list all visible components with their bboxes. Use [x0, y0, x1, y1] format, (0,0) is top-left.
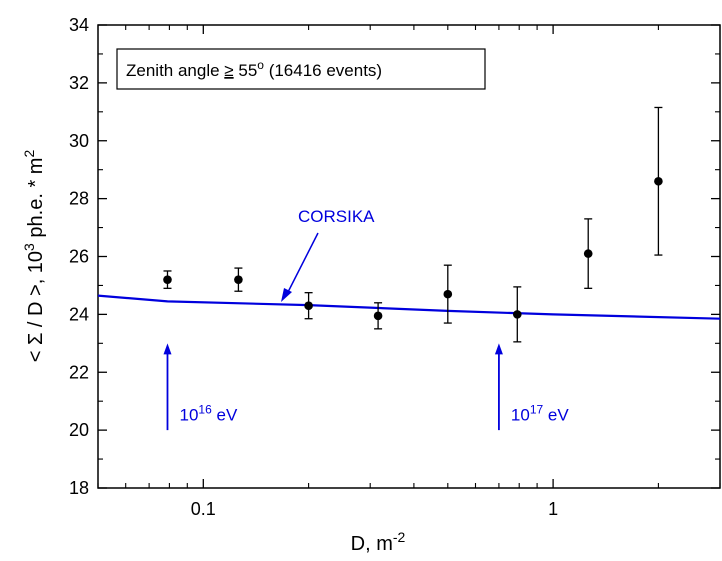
- x-axis-title-sup: -2: [393, 529, 406, 545]
- legend-text-post: (16416 events): [264, 61, 382, 80]
- y-tick-label: 26: [69, 247, 89, 267]
- data-point: [443, 289, 453, 299]
- y-axis-title-mid: ph.e. * m: [25, 158, 47, 244]
- y-tick-label: 28: [69, 189, 89, 209]
- legend-value: 55: [234, 61, 258, 80]
- x-axis-title: D, m-2: [351, 529, 406, 555]
- data-point: [373, 311, 383, 321]
- y-axis-title: < Σ / D >, 103 ph.e. * m2: [21, 150, 47, 363]
- energy-label: 1016 eV: [179, 403, 237, 425]
- plot-area: [97, 24, 721, 489]
- y-tick-label: 34: [69, 15, 89, 35]
- data-point: [583, 249, 593, 258]
- corsika-label: CORSIKA: [298, 207, 375, 226]
- legend-text-pre: Zenith angle: [126, 61, 224, 80]
- data-point: [304, 301, 313, 310]
- energy-markers: 1016 eV 1017 eV: [163, 343, 569, 431]
- data-point: [234, 275, 243, 284]
- y-tick-label: 20: [69, 420, 89, 440]
- y-axis-title-sup2: 2: [21, 150, 37, 158]
- corsika-pointer-line: [285, 232, 319, 297]
- x-axis-title-main: D, m: [351, 533, 393, 555]
- y-tick-labels: 18 20 22 24 26 28 30 32 34: [69, 15, 89, 498]
- energy-label: 1017 eV: [511, 403, 569, 425]
- legend-ge-symbol: ≥: [224, 61, 233, 80]
- y-tick-label: 32: [69, 73, 89, 93]
- energy-label-unit: eV: [543, 406, 569, 425]
- energy-label-unit: eV: [212, 406, 238, 425]
- energy-arrow-head: [163, 343, 172, 355]
- y-axis-title-pre: < Σ / D >, 10: [25, 251, 47, 362]
- data-point: [654, 176, 663, 186]
- y-tick-label: 24: [69, 304, 89, 324]
- energy-label-exponent: 16: [198, 403, 212, 417]
- legend-degree-sup: o: [257, 58, 264, 72]
- x-tick-label: 0.1: [191, 499, 216, 519]
- energy-label-base: 10: [179, 406, 198, 425]
- y-tick-label: 18: [69, 478, 89, 498]
- legend-text: Zenith angle ≥ 55o (16416 events): [126, 58, 382, 80]
- y-tick-label: 30: [69, 131, 89, 151]
- y-tick-label: 22: [69, 362, 89, 382]
- energy-label-exponent: 17: [530, 403, 544, 417]
- x-tick-label: 1: [548, 499, 558, 519]
- legend-box: [116, 48, 486, 90]
- corsika-pointer-arrowhead: [281, 288, 292, 302]
- x-tick-labels: 0.1 1: [191, 499, 558, 519]
- axis-ticks: [97, 24, 721, 489]
- y-axis-title-sup1: 3: [21, 243, 37, 251]
- energy-arrow-head: [494, 343, 503, 355]
- data-point: [512, 310, 522, 319]
- data-point: [163, 275, 172, 284]
- energy-label-base: 10: [511, 406, 530, 425]
- data-points: [163, 106, 663, 343]
